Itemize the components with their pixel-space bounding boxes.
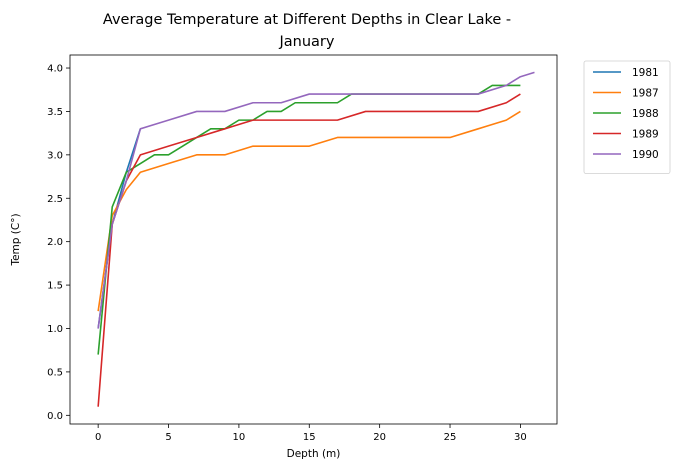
legend-label-1988: 1988: [632, 108, 659, 120]
y-tick-label: 2.5: [47, 194, 63, 205]
y-tick-label: 2.0: [47, 237, 63, 248]
y-tick-label: 3.0: [47, 150, 63, 161]
y-axis-label: Temp (C°): [10, 213, 22, 266]
series-line-1981: [97, 128, 142, 329]
legend-box: [583, 60, 671, 174]
plot-area-frame: [69, 54, 558, 425]
legend-label-1981: 1981: [632, 67, 659, 79]
chart-title: Average Temperature at Different Depths …: [103, 12, 511, 50]
legend-label-1990: 1990: [632, 149, 659, 161]
legend-label-1987: 1987: [632, 88, 659, 100]
plot-series: [97, 71, 535, 407]
x-axis-label: Depth (m): [287, 448, 341, 460]
chart-title-line-1: Average Temperature at Different Depths …: [103, 12, 511, 28]
series-line-1987: [97, 110, 521, 312]
x-tick-label: 20: [373, 432, 386, 443]
x-tick-label: 25: [444, 432, 457, 443]
x-tick-label: 10: [233, 432, 246, 443]
y-tick-label: 1.5: [47, 281, 63, 292]
series-line-1990: [97, 71, 535, 329]
x-tick-label: 5: [165, 432, 171, 443]
y-tick-label: 0.0: [47, 411, 63, 422]
x-axis: 0 5 10 15 20 25 30: [95, 424, 527, 443]
y-tick-label: 4.0: [47, 64, 63, 75]
x-tick-label: 0: [95, 432, 101, 443]
y-axis: 0.0 0.5 1.0 1.5 2.0 2.5 3.0 3.5 4.0: [47, 64, 70, 422]
legend-label-1989: 1989: [632, 129, 659, 141]
series-line-1988: [97, 84, 521, 355]
y-tick-label: 1.0: [47, 324, 63, 335]
x-tick-label: 15: [303, 432, 316, 443]
series-line-1989: [97, 93, 521, 407]
x-tick-label: 30: [514, 432, 527, 443]
legend: 1981 1987 1988 1989 1990: [583, 60, 671, 174]
y-tick-label: 3.5: [47, 107, 63, 118]
y-tick-label: 0.5: [47, 367, 63, 378]
chart-title-line-2: January: [279, 34, 335, 50]
